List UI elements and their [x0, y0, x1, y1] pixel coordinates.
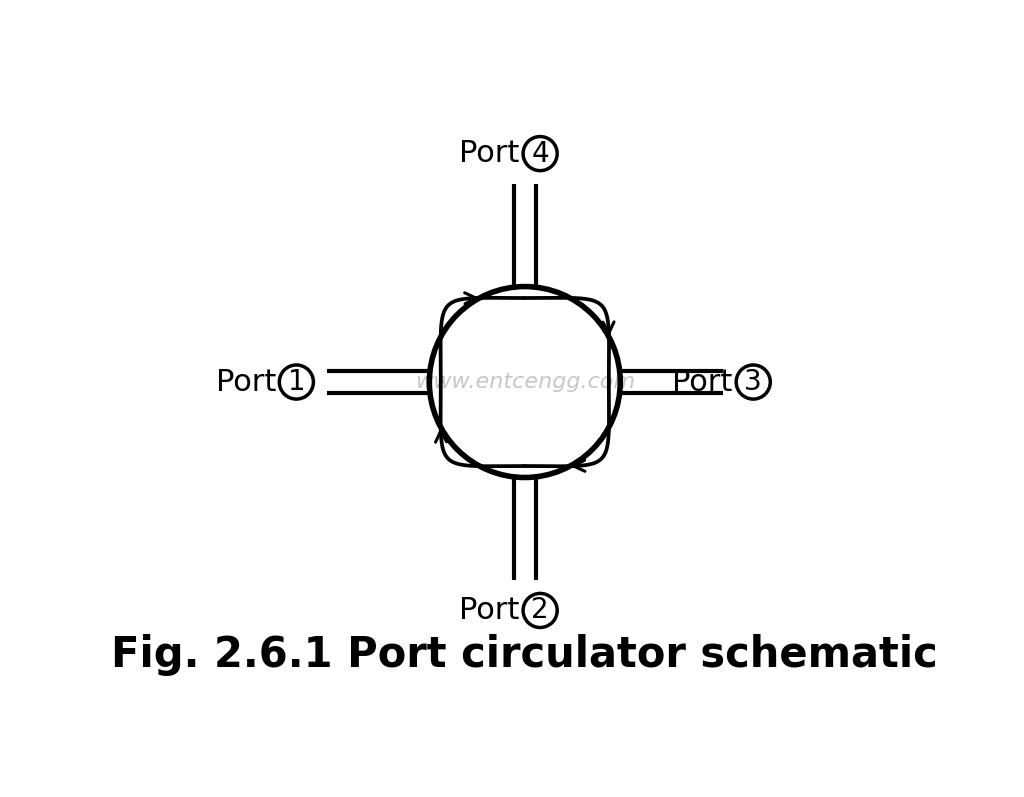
Text: 3: 3 — [744, 368, 762, 396]
Text: 2: 2 — [531, 596, 549, 625]
Text: www.entcengg.com: www.entcengg.com — [415, 372, 635, 392]
Text: Port: Port — [673, 367, 733, 397]
Text: 4: 4 — [531, 139, 549, 167]
Text: Port: Port — [460, 596, 520, 625]
Text: Port: Port — [215, 367, 275, 397]
Text: Port: Port — [460, 139, 520, 168]
Text: 1: 1 — [288, 368, 305, 396]
Text: Fig. 2.6.1 Port circulator schematic: Fig. 2.6.1 Port circulator schematic — [112, 634, 938, 676]
